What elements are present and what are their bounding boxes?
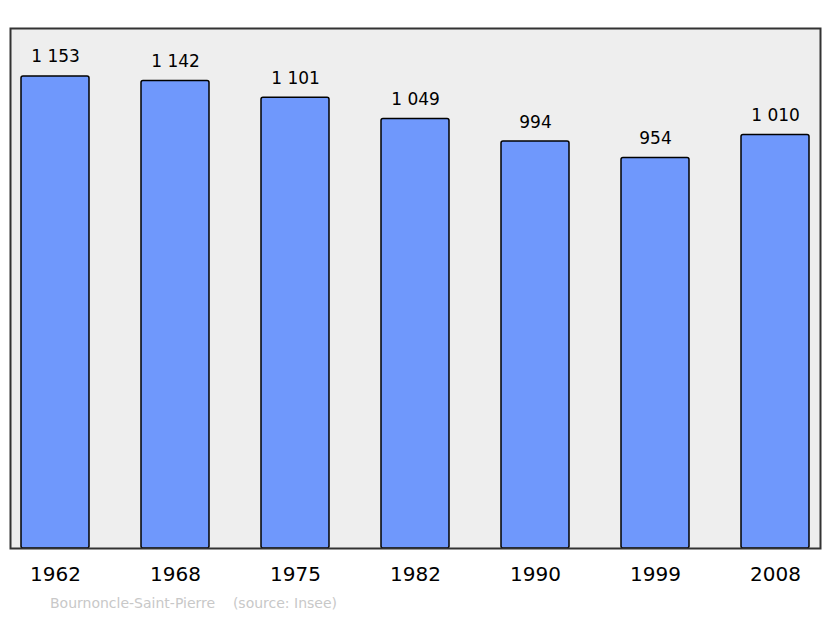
svg-text:1975: 1975 [270,562,321,586]
svg-text:1 010: 1 010 [751,105,800,125]
svg-text:1990: 1990 [510,562,561,586]
svg-text:1968: 1968 [150,562,201,586]
svg-text:1962: 1962 [30,562,81,586]
svg-text:2008: 2008 [750,562,801,586]
svg-text:1 142: 1 142 [151,51,200,71]
svg-text:1982: 1982 [390,562,441,586]
svg-text:994: 994 [519,112,551,132]
svg-text:954: 954 [639,128,671,148]
svg-text:1 153: 1 153 [31,46,80,66]
svg-text:1 101: 1 101 [271,68,320,88]
html-text:Bournoncle-Saint-Pierre (sourc: Bournoncle-Saint-Pierre (source: Insee) [50,595,337,611]
svg-text:1 049: 1 049 [391,89,440,109]
svg-text:1999: 1999 [630,562,681,586]
